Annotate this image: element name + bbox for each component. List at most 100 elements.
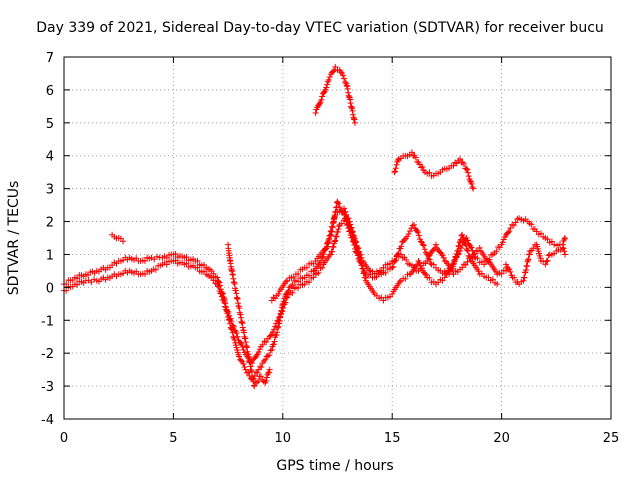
track-e-point xyxy=(337,68,344,75)
track-c-point xyxy=(346,221,353,228)
track-c-point xyxy=(411,221,418,228)
track-c-point xyxy=(474,255,481,262)
track-c-point xyxy=(528,221,535,228)
track-c-point xyxy=(463,235,470,241)
track-c-point xyxy=(452,254,459,261)
track-b-point xyxy=(389,290,396,297)
track-b-point xyxy=(417,262,424,269)
track-d-point xyxy=(524,263,531,270)
track-e-point xyxy=(331,67,338,74)
track-b-point xyxy=(422,270,429,277)
track-a-point xyxy=(462,261,469,268)
track-c-point xyxy=(457,248,464,255)
track-c-point xyxy=(343,211,350,218)
track-e-point xyxy=(463,165,470,172)
track-c-point xyxy=(355,244,362,251)
track-c-point xyxy=(327,228,334,235)
track-b-point xyxy=(225,308,232,315)
track-c-point xyxy=(328,228,335,235)
track-b-point xyxy=(459,231,466,238)
track-c-point xyxy=(421,246,428,253)
axis-ticks: 0 5 10 15 20 25 -4 -3 -2 -1 0 1 2 3 4 5 6 7 xyxy=(41,51,619,446)
track-e-point xyxy=(450,162,457,169)
track-d-point xyxy=(511,274,518,281)
track-c-point xyxy=(405,231,412,238)
track-b-point xyxy=(274,317,281,324)
track-c-point xyxy=(358,254,365,261)
track-c-point xyxy=(325,238,332,245)
track-c-point xyxy=(349,231,356,238)
track-c-point xyxy=(331,216,338,223)
track-d-point xyxy=(525,257,532,264)
track-d-point xyxy=(523,262,530,269)
track-b-point xyxy=(267,332,274,339)
track-e-point xyxy=(412,154,419,161)
track-c-point xyxy=(406,228,413,235)
track-b-point xyxy=(194,264,201,271)
track-b-point xyxy=(467,254,474,261)
track-e-point xyxy=(426,169,433,176)
track-b-point xyxy=(227,315,234,322)
track-c-point xyxy=(446,271,453,278)
track-b-point xyxy=(426,274,433,281)
track-a-point xyxy=(260,357,267,364)
track-c-point xyxy=(500,236,507,243)
track-c-point xyxy=(464,237,471,244)
track-a-point xyxy=(238,357,245,364)
track-c-point xyxy=(327,233,334,240)
track-d-point xyxy=(523,266,530,273)
track-a-point xyxy=(266,352,273,359)
track-a-point xyxy=(432,241,439,248)
track-c-point xyxy=(458,245,465,252)
track-b-point xyxy=(263,338,270,345)
track-a-point xyxy=(273,332,280,339)
track-b-point xyxy=(230,322,237,329)
track-a-point xyxy=(267,347,274,354)
track-f-point xyxy=(263,374,270,381)
track-c-point xyxy=(295,271,302,278)
track-b-point xyxy=(74,281,81,288)
track-b-point xyxy=(273,320,280,327)
x-tick-label: 10 xyxy=(275,431,292,446)
track-b-point xyxy=(332,237,339,244)
track-a-point xyxy=(172,250,179,257)
track-f-point xyxy=(265,370,272,377)
track-e-point xyxy=(325,77,332,84)
track-b-point xyxy=(306,279,313,286)
track-b-point xyxy=(361,269,368,276)
track-a-point xyxy=(243,369,250,376)
track-b-point xyxy=(327,251,334,258)
track-e-point xyxy=(467,178,474,185)
track-b-point xyxy=(222,304,229,311)
track-b-point xyxy=(439,277,446,284)
track-a-point xyxy=(317,257,324,264)
track-b-point xyxy=(152,266,159,273)
track-a-point xyxy=(373,273,380,280)
track-e-point xyxy=(319,93,326,100)
track-f-point xyxy=(255,378,262,385)
track-b-point xyxy=(280,305,287,312)
track-e-point xyxy=(391,169,398,176)
track-d-point xyxy=(562,251,569,258)
y-tick-label: 7 xyxy=(46,51,54,66)
track-c-point xyxy=(417,238,424,245)
track-c-point xyxy=(554,242,561,249)
track-e-point xyxy=(393,161,400,168)
track-b-point xyxy=(319,264,326,271)
y-tick-label: -3 xyxy=(41,380,54,395)
y-tick-label: 1 xyxy=(46,248,54,263)
track-f-point xyxy=(251,383,258,390)
track-c-point xyxy=(512,219,519,226)
y-tick-label: 4 xyxy=(46,150,54,165)
track-b-point xyxy=(402,275,409,282)
track-c-point xyxy=(415,232,422,239)
track-a-point xyxy=(274,324,281,331)
track-c-point xyxy=(395,250,402,257)
track-c-point xyxy=(401,236,408,243)
track-e-point xyxy=(419,163,426,170)
track-b-point xyxy=(416,259,423,266)
track-c-point xyxy=(344,215,351,222)
track-e-point xyxy=(408,149,415,156)
track-b-point xyxy=(329,243,336,250)
track-d-point xyxy=(502,261,509,268)
